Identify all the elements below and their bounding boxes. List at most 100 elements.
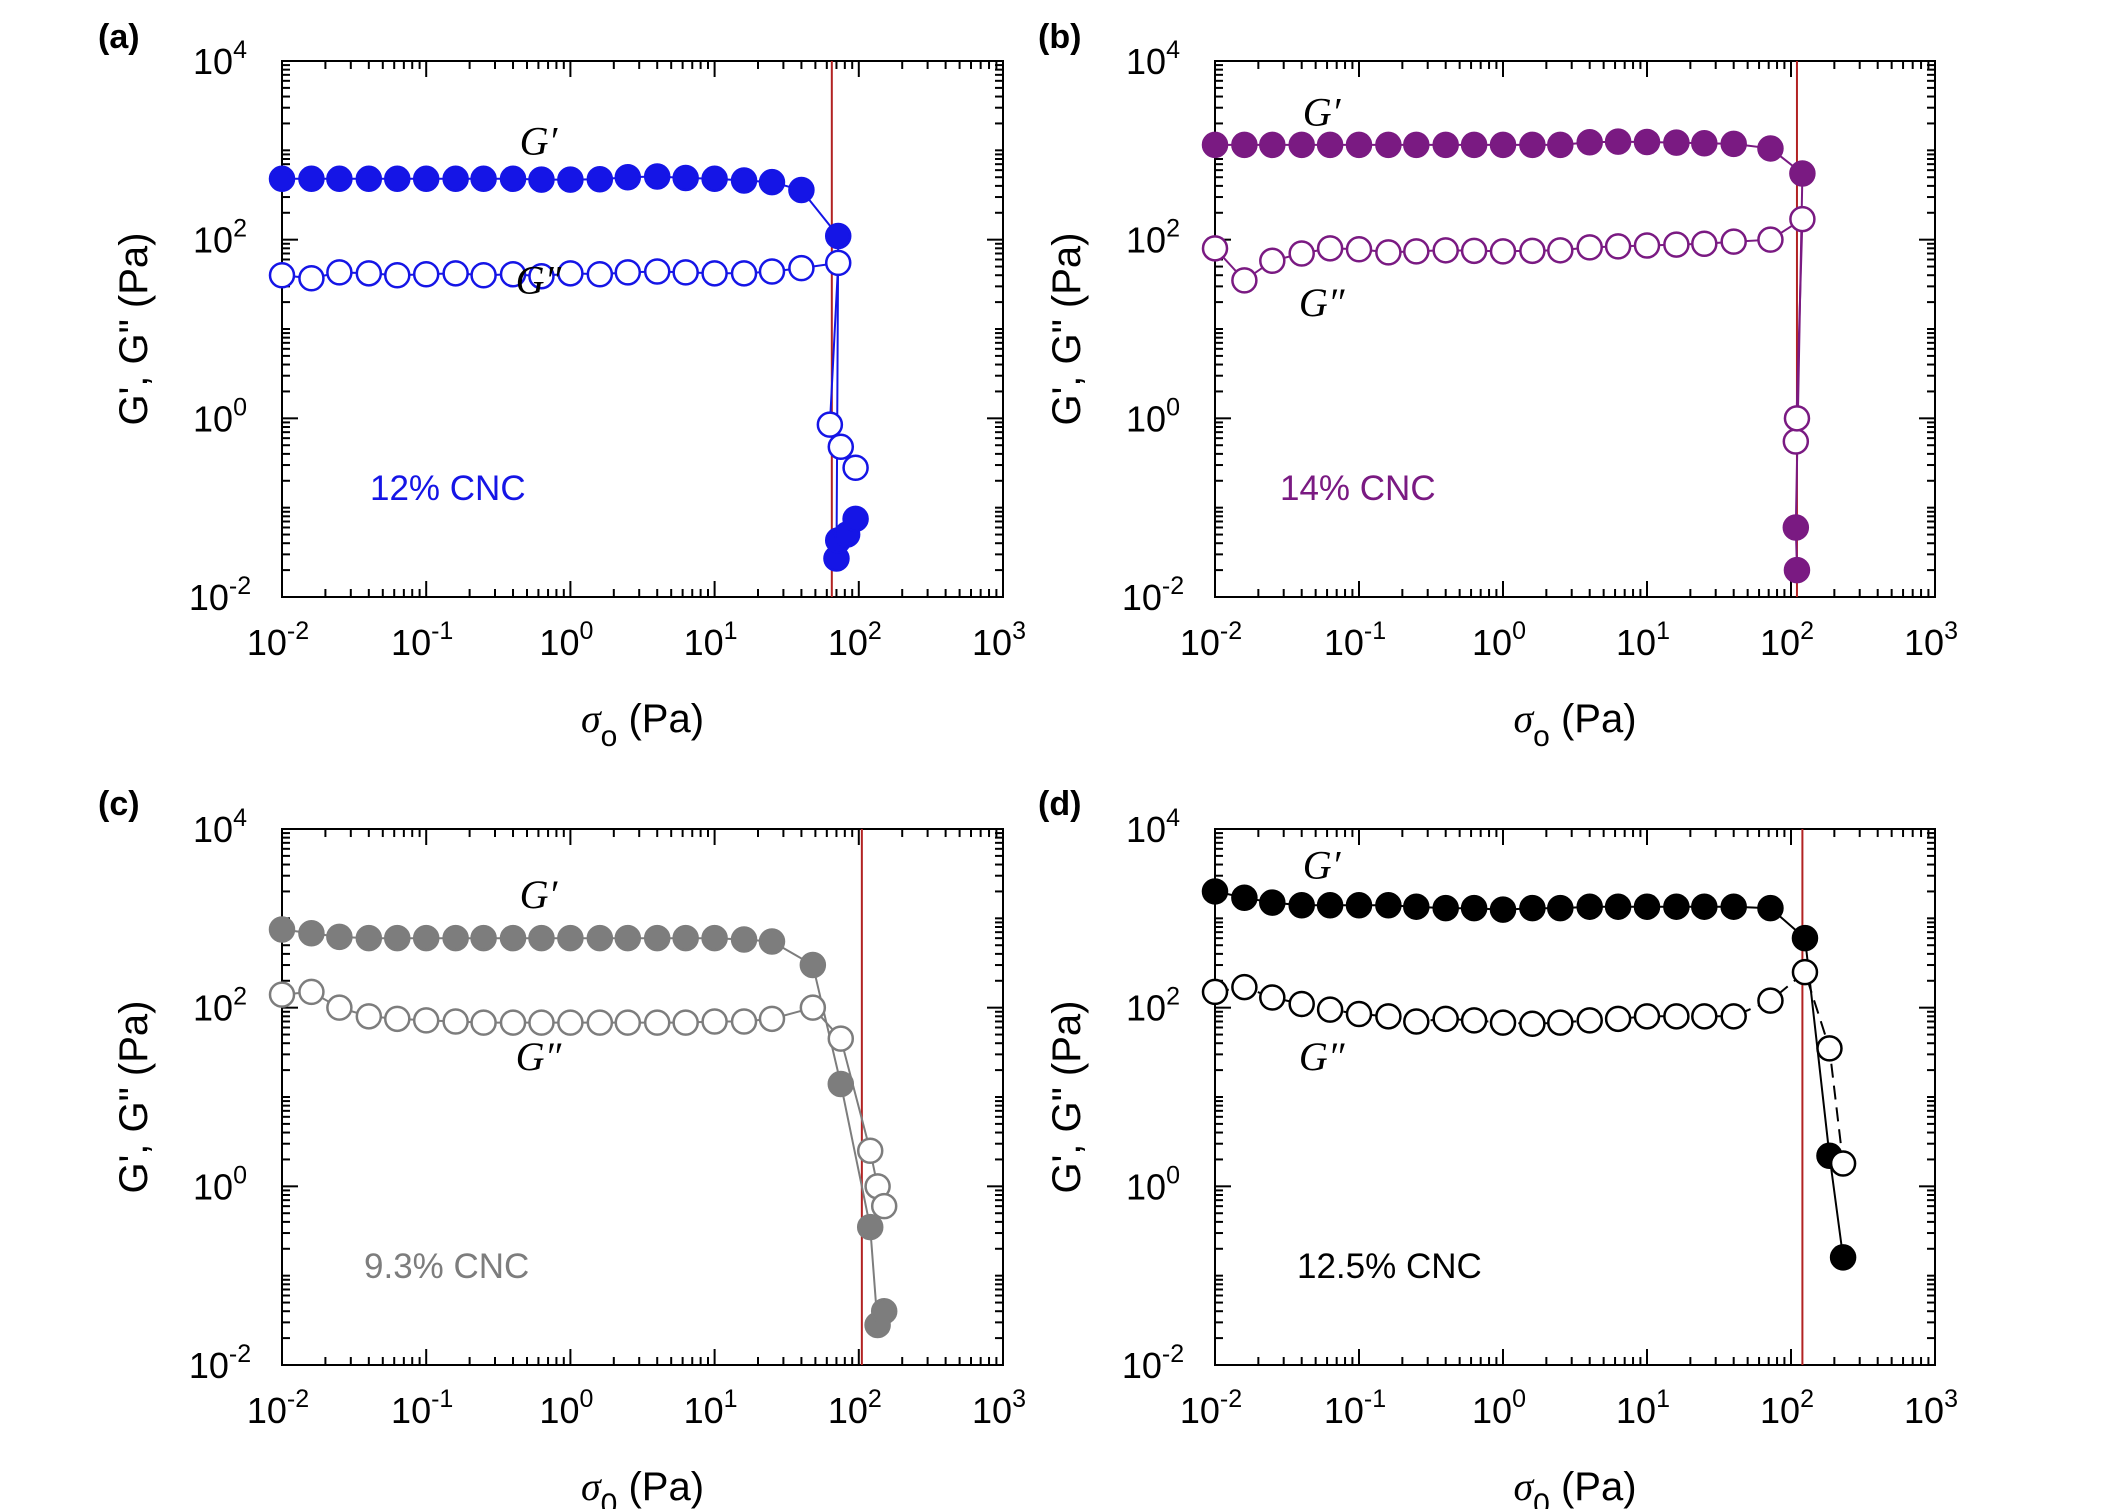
g-prime-data-point [614, 163, 642, 191]
g-prime-data-point [1375, 131, 1402, 159]
g-double-prime-data-point [842, 454, 869, 481]
g-prime-data-point [499, 924, 527, 952]
g-double-prime-data-point [298, 978, 325, 1006]
g-prime-data-point [384, 165, 411, 193]
g-prime-data-point [412, 924, 440, 952]
g-double-prime-data-point [586, 1009, 614, 1036]
g-double-prime-data-point [1231, 973, 1258, 1001]
x-axis-title: σo (Pa) [1513, 696, 1636, 753]
g-double-prime-data-point [799, 994, 827, 1021]
g-prime-data-point [1547, 894, 1574, 922]
g-double-prime-data-point [758, 1005, 786, 1033]
x-tick-label: 101 [684, 617, 738, 663]
concentration-annotation: 12% CNC [370, 469, 526, 508]
g-double-prime-data-point [528, 262, 555, 290]
g-prime-data-point [1663, 893, 1690, 920]
g-prime-data-point [268, 165, 296, 193]
g-double-prime-data-point [730, 1008, 758, 1035]
g-prime-data-point [586, 924, 614, 952]
g-double-prime-data-point [1489, 1009, 1517, 1036]
g-prime-data-point [298, 165, 325, 193]
g-prime-data-point [1403, 131, 1430, 159]
g-prime-data-point [730, 926, 758, 953]
g-prime-data-point [557, 924, 584, 952]
g-double-prime-data-point [1604, 1005, 1632, 1033]
g-prime-data-point [298, 920, 325, 947]
g-double-prime-data-point [384, 261, 411, 289]
x-tick-label: 101 [684, 1385, 738, 1431]
g-double-prime-series-label: G″ [516, 1034, 563, 1079]
x-tick-label: 101 [1616, 617, 1670, 663]
g-double-prime-data-point [1633, 1003, 1661, 1030]
y-axis-title: G', G" (Pa) [1045, 1001, 1089, 1194]
g-double-prime-data-point [1316, 235, 1344, 262]
g-double-prime-data-point [1489, 238, 1517, 265]
g-prime-data-point [1783, 556, 1811, 584]
g-prime-data-point [1375, 892, 1402, 919]
g-double-prime-data-point [1782, 428, 1810, 455]
g-prime-series-label: G′ [520, 872, 559, 917]
g-prime-data-point [326, 923, 353, 951]
g-prime-series-label: G′ [520, 118, 559, 163]
concentration-annotation: 14% CNC [1280, 469, 1436, 508]
g-prime-data-point [672, 164, 699, 192]
g-double-prime-data-point [384, 1005, 411, 1033]
g-double-prime-data-point [1576, 234, 1603, 261]
x-tick-label: 10-2 [247, 1385, 309, 1431]
y-tick-label: 100 [1126, 1161, 1180, 1207]
g-double-prime-data-point [1288, 240, 1315, 267]
g-prime-data-point [1720, 130, 1747, 158]
g-prime-data-point [730, 167, 758, 194]
g-double-prime-data-point [1757, 226, 1784, 253]
g-double-prime-data-point [1576, 1007, 1603, 1034]
g-double-prime-data-point [1691, 230, 1718, 258]
g-prime-data-point [1201, 131, 1229, 159]
g-double-prime-data-point [586, 261, 614, 288]
y-axis-title: G', G" (Pa) [112, 1001, 156, 1194]
g-double-prime-data-point [268, 261, 296, 289]
g-double-prime-data-point [412, 261, 440, 288]
g-double-prime-series-line [281, 261, 857, 469]
g-prime-data-point [268, 916, 296, 943]
x-tick-label: 100 [539, 617, 593, 663]
g-double-prime-data-point [758, 258, 786, 285]
y-axis-title: G', G" (Pa) [112, 233, 156, 426]
g-prime-data-point [1288, 892, 1315, 919]
x-tick-label: 101 [1616, 1385, 1670, 1431]
g-double-prime-data-point [1829, 1150, 1857, 1177]
g-double-prime-data-point [1604, 233, 1632, 260]
g-prime-data-point [1663, 129, 1690, 156]
g-double-prime-data-point [701, 1008, 728, 1035]
x-tick-label: 10-1 [1324, 617, 1386, 663]
x-tick-label: 100 [1472, 617, 1526, 663]
g-double-prime-data-point [1403, 238, 1430, 265]
g-double-prime-data-point [470, 1009, 497, 1036]
x-tick-label: 10-1 [391, 617, 453, 663]
g-double-prime-data-point [730, 260, 758, 287]
g-prime-data-point [1432, 131, 1459, 159]
g-double-prime-data-point [499, 261, 527, 288]
g-prime-data-point [1782, 514, 1810, 541]
g-prime-data-point [1259, 889, 1286, 916]
g-prime-data-point [1345, 131, 1373, 159]
g-double-prime-data-point [1691, 1003, 1718, 1030]
g-double-prime-data-point [1789, 205, 1816, 233]
g-double-prime-data-point [1757, 987, 1784, 1014]
x-tick-label: 103 [972, 1385, 1026, 1431]
g-double-prime-data-point [1259, 247, 1286, 275]
g-prime-data-point [758, 928, 786, 955]
x-tick-label: 10-2 [247, 617, 309, 663]
y-tick-label: 102 [1126, 215, 1180, 261]
g-double-prime-data-point [1201, 978, 1229, 1006]
g-double-prime-data-point [470, 261, 497, 289]
panel-label: (b) [1038, 18, 1081, 56]
y-tick-label: 104 [1126, 36, 1180, 82]
x-axis-title: σ0 (Pa) [1513, 1464, 1636, 1509]
x-tick-label: 102 [1760, 617, 1814, 663]
g-double-prime-data-point [1783, 405, 1811, 432]
g-double-prime-data-point [1375, 1003, 1402, 1030]
y-tick-label: 10-2 [189, 1340, 251, 1386]
y-tick-label: 102 [193, 215, 247, 261]
x-tick-label: 103 [1904, 617, 1958, 663]
x-axis-title: σo (Pa) [581, 696, 704, 753]
